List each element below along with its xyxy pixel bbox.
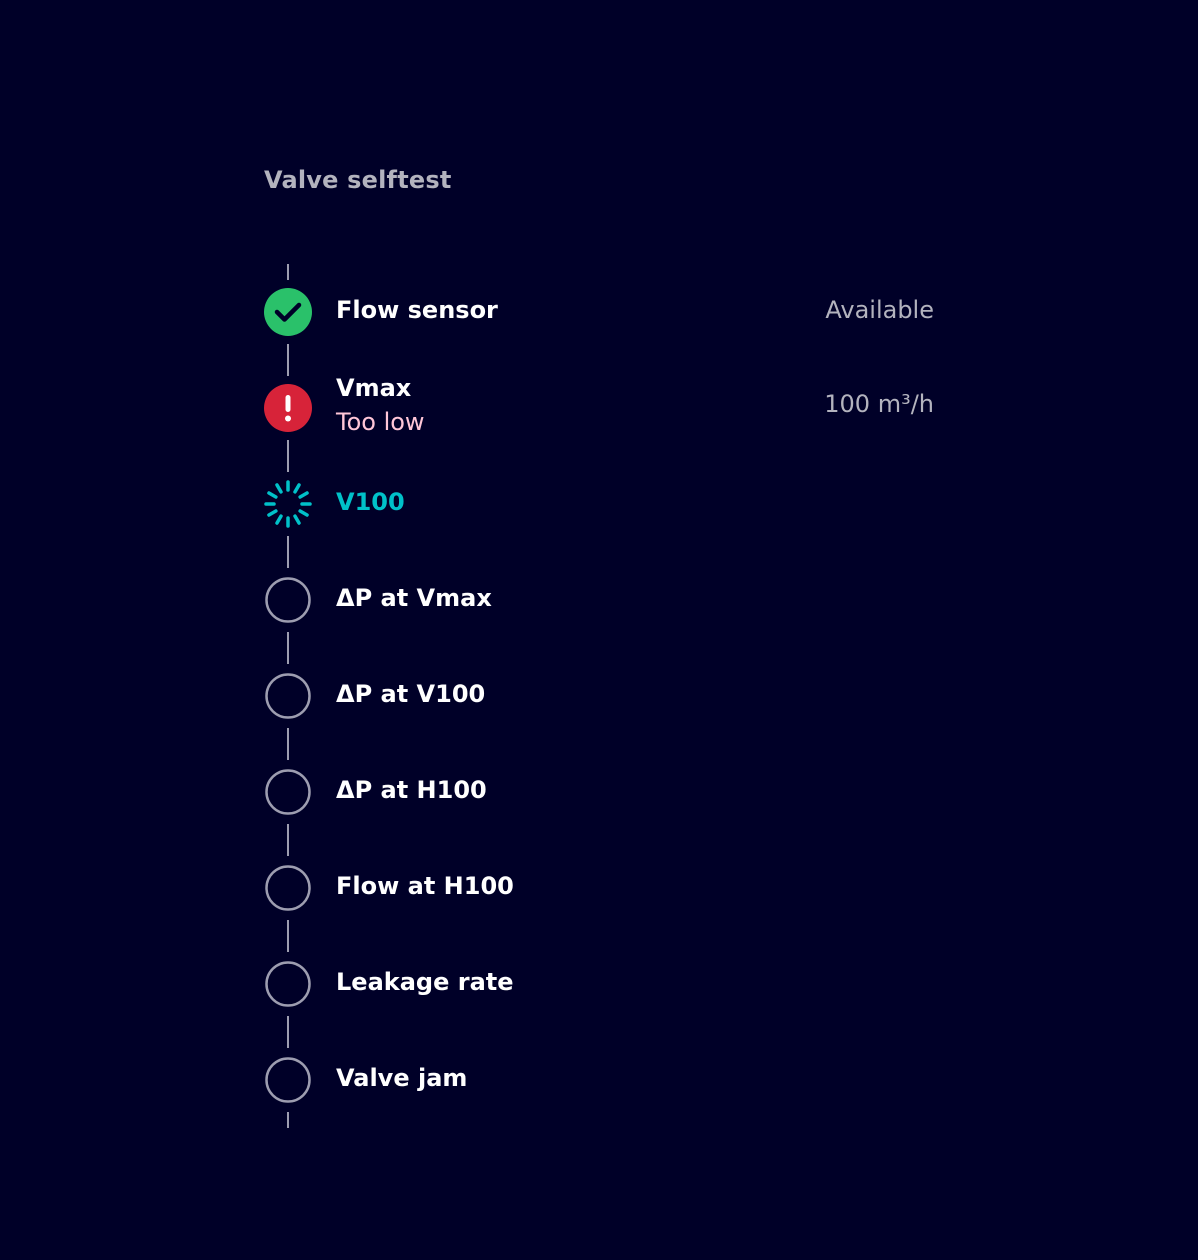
step-label: ΔP at Vmax xyxy=(336,584,492,612)
connector-line xyxy=(287,728,289,760)
step-label: Leakage rate xyxy=(336,968,514,996)
step-p-at-v100: ΔP at V100 xyxy=(264,648,934,744)
circle-icon xyxy=(264,864,312,912)
circle-icon xyxy=(264,1056,312,1104)
check-icon xyxy=(264,288,312,336)
step-vmax: Vmax Too low 100 m³/h xyxy=(264,360,934,456)
step-status-text: Too low xyxy=(336,408,425,436)
step-label: Flow sensor xyxy=(336,296,498,324)
step-p-at-vmax: ΔP at Vmax xyxy=(264,552,934,648)
page-title: Valve selftest xyxy=(264,166,452,194)
step-value: 100 m³/h xyxy=(824,390,934,418)
spinner-icon xyxy=(264,480,312,528)
circle-icon xyxy=(264,576,312,624)
circle-icon xyxy=(264,960,312,1008)
step-v100: V100 xyxy=(264,456,934,552)
step-valve-jam: Valve jam xyxy=(264,1032,934,1128)
step-flow-sensor: Flow sensor Available xyxy=(264,264,934,360)
step-label: ΔP at V100 xyxy=(336,680,486,708)
connector-line xyxy=(287,632,289,664)
exclamation-icon xyxy=(264,384,312,432)
step-label: Vmax xyxy=(336,374,412,402)
connector-line xyxy=(287,1112,289,1128)
step-leakage-rate: Leakage rate xyxy=(264,936,934,1032)
step-p-at-h100: ΔP at H100 xyxy=(264,744,934,840)
connector-line xyxy=(287,264,289,280)
connector-line xyxy=(287,536,289,568)
step-flow-at-h100: Flow at H100 xyxy=(264,840,934,936)
connector-line xyxy=(287,824,289,856)
step-label: ΔP at H100 xyxy=(336,776,487,804)
step-label: Valve jam xyxy=(336,1064,468,1092)
step-label: Flow at H100 xyxy=(336,872,514,900)
connector-line xyxy=(287,440,289,472)
circle-icon xyxy=(264,672,312,720)
connector-line xyxy=(287,920,289,952)
connector-line xyxy=(287,344,289,376)
step-label: V100 xyxy=(336,488,405,516)
connector-line xyxy=(287,1016,289,1048)
circle-icon xyxy=(264,768,312,816)
step-value: Available xyxy=(825,296,934,324)
